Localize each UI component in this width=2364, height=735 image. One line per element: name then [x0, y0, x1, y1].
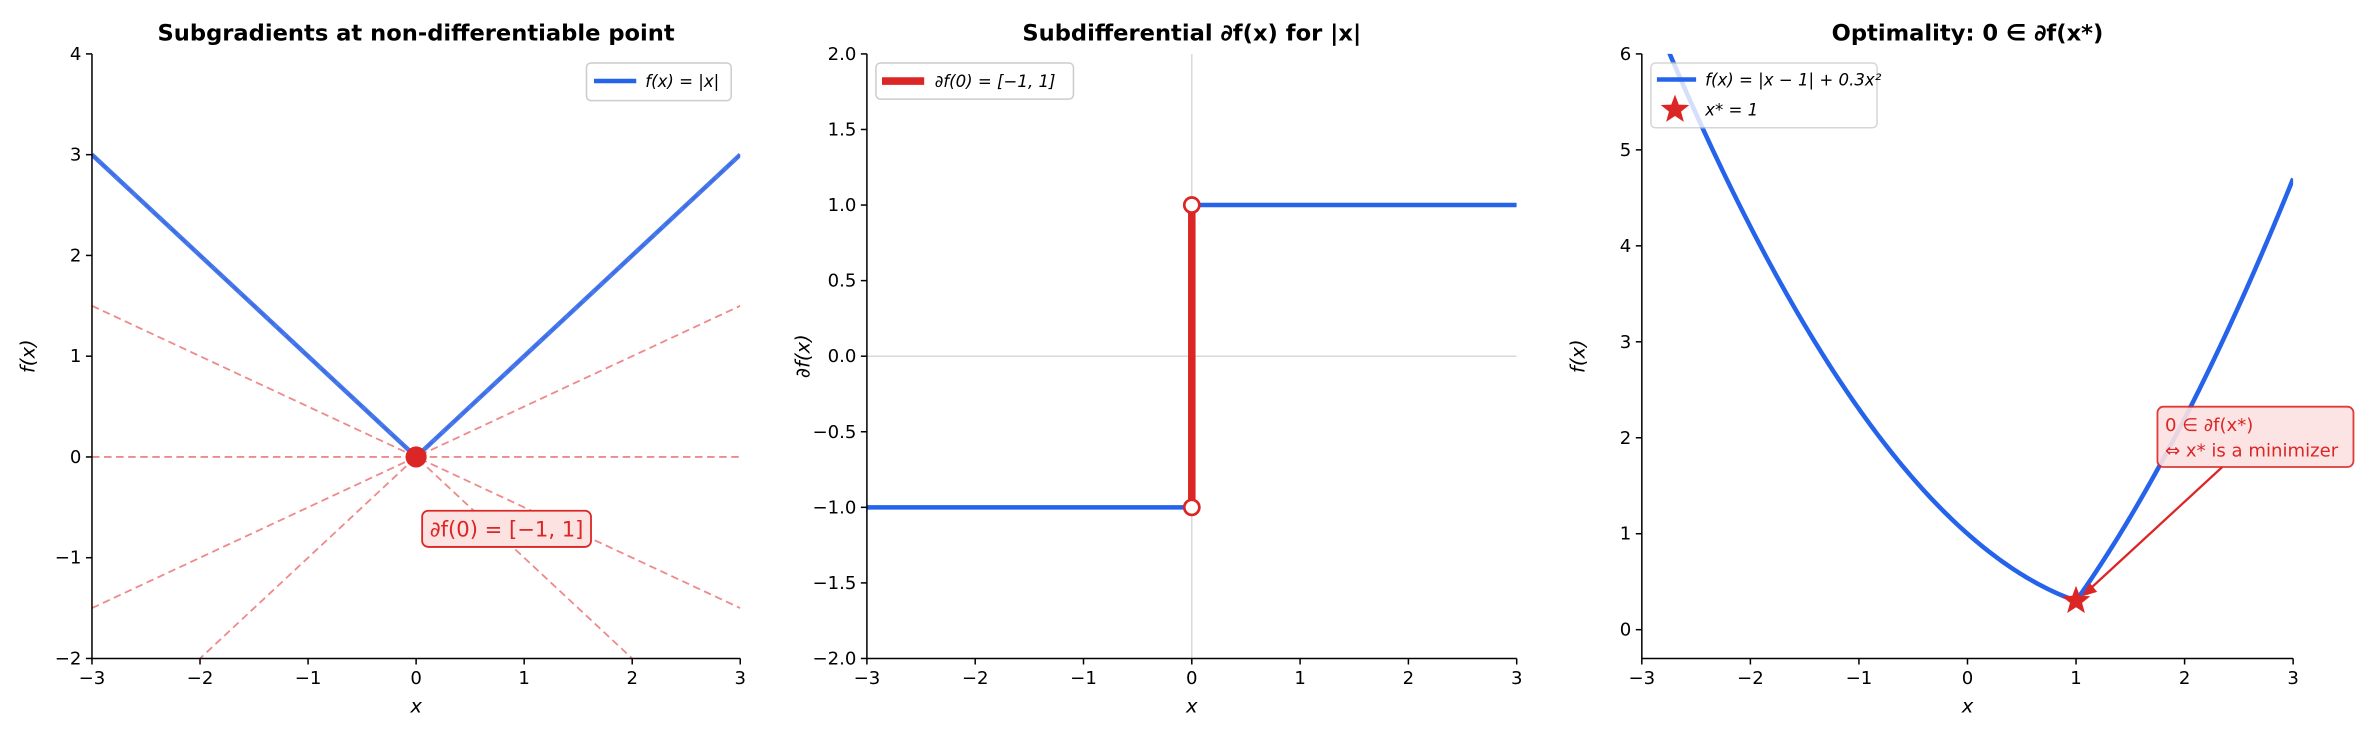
y-tick-label: 3 — [1620, 332, 1632, 353]
y-tick-label: 3 — [70, 145, 82, 166]
y-tick-label: 1 — [1620, 524, 1632, 545]
x-axis-label: x — [1961, 695, 1974, 718]
x-axis-label: x — [1185, 695, 1198, 718]
x-tick-label: −3 — [79, 668, 106, 689]
x-tick-label: 1 — [518, 668, 530, 689]
y-tick-label: 4 — [1620, 236, 1632, 257]
y-axis-label: f(x) — [1567, 339, 1590, 373]
y-tick-label: 2 — [70, 245, 82, 266]
open-point — [1182, 498, 1201, 517]
legend-label: x* = 1 — [1704, 101, 1758, 120]
legend-box — [1650, 62, 1878, 129]
y-tick-label: 2 — [1620, 428, 1632, 449]
open-point — [1182, 196, 1201, 214]
y-tick-label: −1 — [55, 548, 82, 569]
y-tick-label: −2 — [55, 649, 82, 670]
plot-area — [91, 153, 741, 659]
x-tick-label: 1 — [1294, 668, 1306, 689]
chart-title: Optimality: 0 ∈ ∂f(x*) — [1832, 20, 2104, 46]
x-tick-label: −2 — [1737, 668, 1764, 689]
legend-label: f(x) = |x − 1| + 0.3x² — [1705, 71, 1882, 90]
x-tick-label: −1 — [1070, 668, 1097, 689]
minimizer-star — [2061, 585, 2091, 614]
legend-label: ∂f(0) = [−1, 1] — [935, 72, 1056, 91]
subgradient-line — [91, 304, 741, 609]
x-tick-label: −2 — [962, 668, 989, 689]
y-tick-label: 1.5 — [828, 120, 857, 141]
annotation-box — [2156, 405, 2355, 468]
annotation-line-2: ⇔ x* is a minimizer — [2165, 440, 2339, 461]
plot-area — [866, 53, 1517, 659]
y-axis-label: ∂f(x) — [792, 334, 815, 378]
legend-box — [585, 62, 732, 102]
x-tick-label: 0 — [1186, 668, 1198, 689]
y-tick-label: −2.0 — [812, 649, 856, 670]
y-tick-label: 1 — [70, 346, 82, 367]
series-line-abs-x — [91, 153, 741, 461]
y-tick-label: 0.0 — [828, 346, 857, 367]
x-tick-label: 2 — [2179, 668, 2191, 689]
y-tick-label: 0 — [1620, 620, 1632, 641]
annotation-line-1: 0 ∈ ∂f(x*) — [2165, 415, 2253, 436]
legend-swatch-star — [1660, 94, 1690, 122]
annotation-box — [421, 509, 592, 548]
y-tick-label: 4 — [70, 44, 82, 65]
subgradient-line — [91, 304, 741, 609]
x-tick-label: −1 — [1846, 668, 1873, 689]
subplot-3: −3 −2 −1 0 1 2 3 0 1 2 3 4 5 6 Optimality: 0 ∈ ∂f(x*) x… — [1567, 20, 2355, 718]
chart-title: Subdifferential ∂f(x) for |x| — [1022, 20, 1361, 46]
point-origin — [405, 446, 427, 468]
y-tick-label: −0.5 — [812, 422, 856, 443]
x-tick-label: 0 — [1962, 668, 1974, 689]
annotation-text: ∂f(0) = [−1, 1] — [430, 516, 584, 541]
x-tick-label: −2 — [187, 668, 214, 689]
x-tick-label: −1 — [295, 668, 322, 689]
x-tick-label: −3 — [1629, 668, 1656, 689]
x-tick-label: 2 — [626, 668, 638, 689]
legend-label: f(x) = |x| — [645, 72, 719, 91]
subplot-2: −3 −2 −1 0 1 2 3 −2.0 −1.5 −1.0 −0.5 0.0 0.5 1.0 1.5 2.… — [792, 20, 1523, 717]
chart-title: Subgradients at non-differentiable point — [158, 20, 675, 46]
x-axis-label: x — [409, 695, 422, 718]
x-tick-label: 3 — [1511, 668, 1523, 689]
x-tick-label: 1 — [2070, 668, 2082, 689]
legend-box — [875, 62, 1075, 100]
y-tick-label: 0 — [70, 447, 82, 468]
y-tick-label: 1.0 — [828, 195, 857, 216]
x-tick-label: 0 — [410, 668, 422, 689]
y-tick-label: 6 — [1620, 44, 1632, 65]
y-tick-label: 2.0 — [828, 44, 857, 65]
x-tick-label: 3 — [2287, 668, 2299, 689]
subgradient-line — [91, 154, 634, 659]
y-axis-label: f(x) — [17, 339, 40, 373]
y-tick-label: −1.5 — [812, 573, 856, 594]
annotation-arrow — [2082, 466, 2224, 596]
y-tick-label: −1.0 — [812, 497, 856, 518]
x-tick-label: 3 — [734, 668, 746, 689]
x-tick-label: −3 — [854, 668, 881, 689]
subgradient-line — [198, 154, 741, 659]
y-tick-label: 0.5 — [828, 271, 857, 292]
y-tick-label: 5 — [1620, 140, 1632, 161]
x-tick-label: 2 — [1403, 668, 1415, 689]
